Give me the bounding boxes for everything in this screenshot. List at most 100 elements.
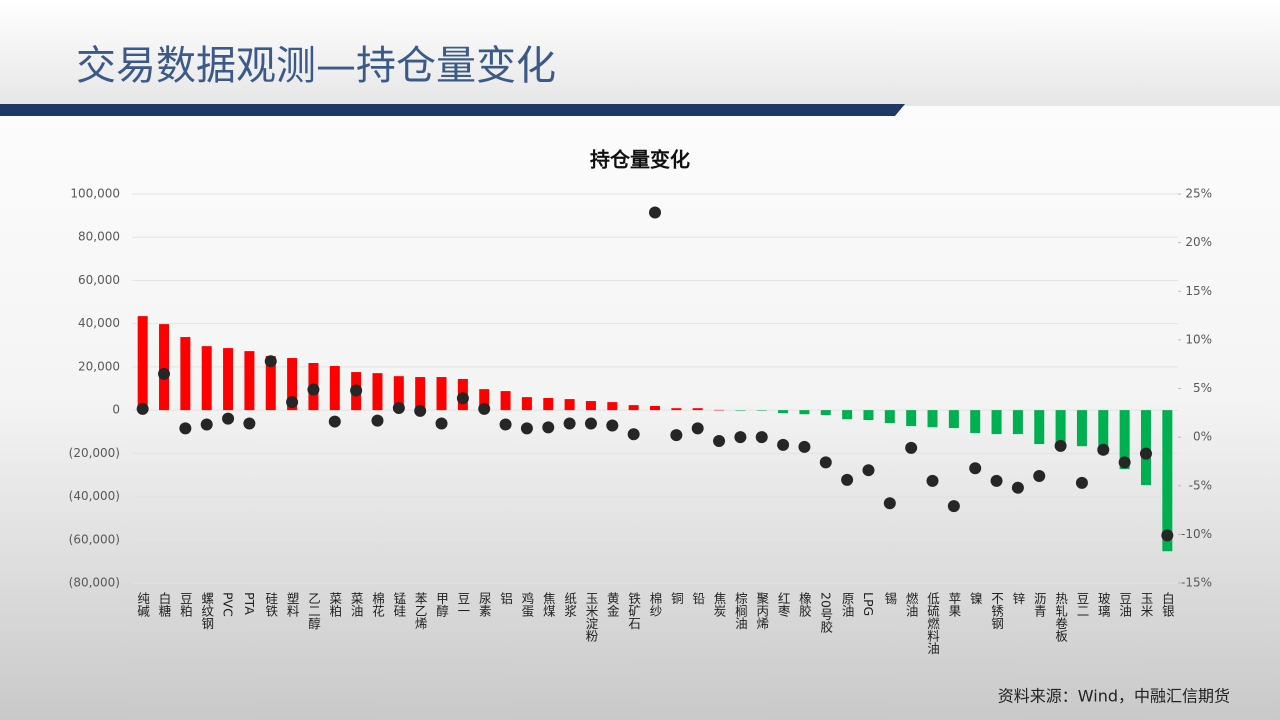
bar <box>650 406 660 411</box>
point <box>499 418 512 431</box>
point <box>584 417 597 430</box>
chart-title: 持仓量变化 <box>590 148 690 172</box>
bar <box>265 356 276 411</box>
bar <box>799 410 810 415</box>
bar <box>948 410 959 429</box>
y-tick-label: (40,000) <box>69 489 120 503</box>
bar <box>970 410 981 434</box>
point <box>798 440 811 453</box>
plot: (80,000) (60,000) (40,000) (20,000) 0 20,000 4… <box>69 187 1212 655</box>
point <box>606 419 619 432</box>
x-tick-label: 锌 <box>1010 592 1025 605</box>
bar <box>863 410 874 421</box>
y2-tick-label: 10% <box>1185 332 1212 346</box>
x-tick-label: 棉纱 <box>648 592 663 617</box>
bar <box>201 346 212 411</box>
point <box>1161 529 1174 542</box>
y2-tick-label: -15% <box>1181 576 1212 590</box>
point <box>841 473 854 486</box>
source-note: 资料来源：Wind，中融汇信期货 <box>998 687 1230 706</box>
x-tick-label: 红枣 <box>776 591 791 618</box>
y-tick-label: 0 <box>112 403 120 417</box>
bar <box>671 408 682 411</box>
x-tick-label: 豆二 <box>1074 592 1089 617</box>
point <box>990 474 1003 487</box>
point <box>179 422 192 435</box>
bar <box>1076 410 1087 447</box>
x-tick-label: 苯乙烯 <box>413 592 428 630</box>
x-tick-label: 塑料 <box>285 591 300 617</box>
point <box>456 392 469 405</box>
y-tick-label: (20,000) <box>69 446 120 460</box>
bar <box>1098 410 1109 455</box>
x-tick-label: 纸浆 <box>562 592 577 617</box>
y2-tick-label: 20% <box>1185 235 1212 249</box>
x-tick-label: 原油 <box>840 592 855 617</box>
x-tick-label: 不锈钢 <box>989 592 1004 630</box>
point <box>883 497 896 510</box>
point <box>627 428 640 441</box>
point <box>563 417 576 430</box>
bar <box>756 410 767 411</box>
point <box>734 431 747 444</box>
point <box>286 396 299 409</box>
point <box>926 474 939 487</box>
point <box>478 402 491 415</box>
bar <box>692 408 703 411</box>
x-tick-label: 玉米淀粉 <box>583 592 598 642</box>
x-tick-label: 黄金 <box>605 592 620 617</box>
y2-tick-label: 0% <box>1193 430 1212 444</box>
header-band <box>0 0 1280 106</box>
y2-tick-label: -5% <box>1189 478 1212 492</box>
x-tick-label: 玉米 <box>1138 592 1153 617</box>
x-tick-label: 聚丙烯 <box>754 592 769 630</box>
y-tick-label: 20,000 <box>78 359 120 373</box>
bar <box>1140 410 1151 486</box>
x-tick-label: 白银 <box>1160 591 1175 617</box>
x-tick-label: 镍 <box>968 592 983 605</box>
point <box>947 500 960 513</box>
point <box>350 384 363 397</box>
point <box>307 383 320 396</box>
point <box>691 422 704 435</box>
point <box>862 464 875 477</box>
bar <box>372 373 383 411</box>
point <box>542 421 555 434</box>
point <box>670 429 683 442</box>
x-tick-label: PTA <box>242 592 257 615</box>
bar <box>735 410 746 411</box>
point <box>1118 456 1131 469</box>
x-tick-label: 沥青 <box>1032 592 1047 618</box>
bar <box>991 410 1002 435</box>
x-tick-label: 低硫燃料油 <box>925 592 940 655</box>
x-tick-label: 螺纹钢 <box>199 592 214 630</box>
x-tick-label: 铅 <box>690 592 705 605</box>
bar <box>1119 410 1130 470</box>
bar <box>884 410 895 424</box>
bar <box>1012 410 1023 435</box>
bar <box>521 397 532 411</box>
bar <box>244 351 255 411</box>
bar <box>927 410 938 428</box>
y2-tick-label: 15% <box>1185 284 1212 298</box>
point <box>1097 443 1110 456</box>
point <box>819 456 832 469</box>
x-tick-label: 豆粕 <box>178 592 193 617</box>
bar <box>159 324 170 411</box>
point <box>1011 481 1024 494</box>
bar <box>180 337 191 411</box>
x-tick-label: 燃油 <box>904 591 919 617</box>
point <box>969 462 982 475</box>
bar <box>1162 410 1173 552</box>
bar <box>415 377 426 411</box>
x-tick-label: 焦煤 <box>541 592 556 617</box>
point <box>328 415 341 428</box>
point <box>371 414 384 427</box>
x-tick-label: 热轧卷板 <box>1053 592 1068 643</box>
point <box>905 441 918 454</box>
x-tick-label: 豆油 <box>1117 592 1132 617</box>
point <box>222 412 235 425</box>
bar <box>479 389 490 411</box>
point <box>264 355 277 368</box>
